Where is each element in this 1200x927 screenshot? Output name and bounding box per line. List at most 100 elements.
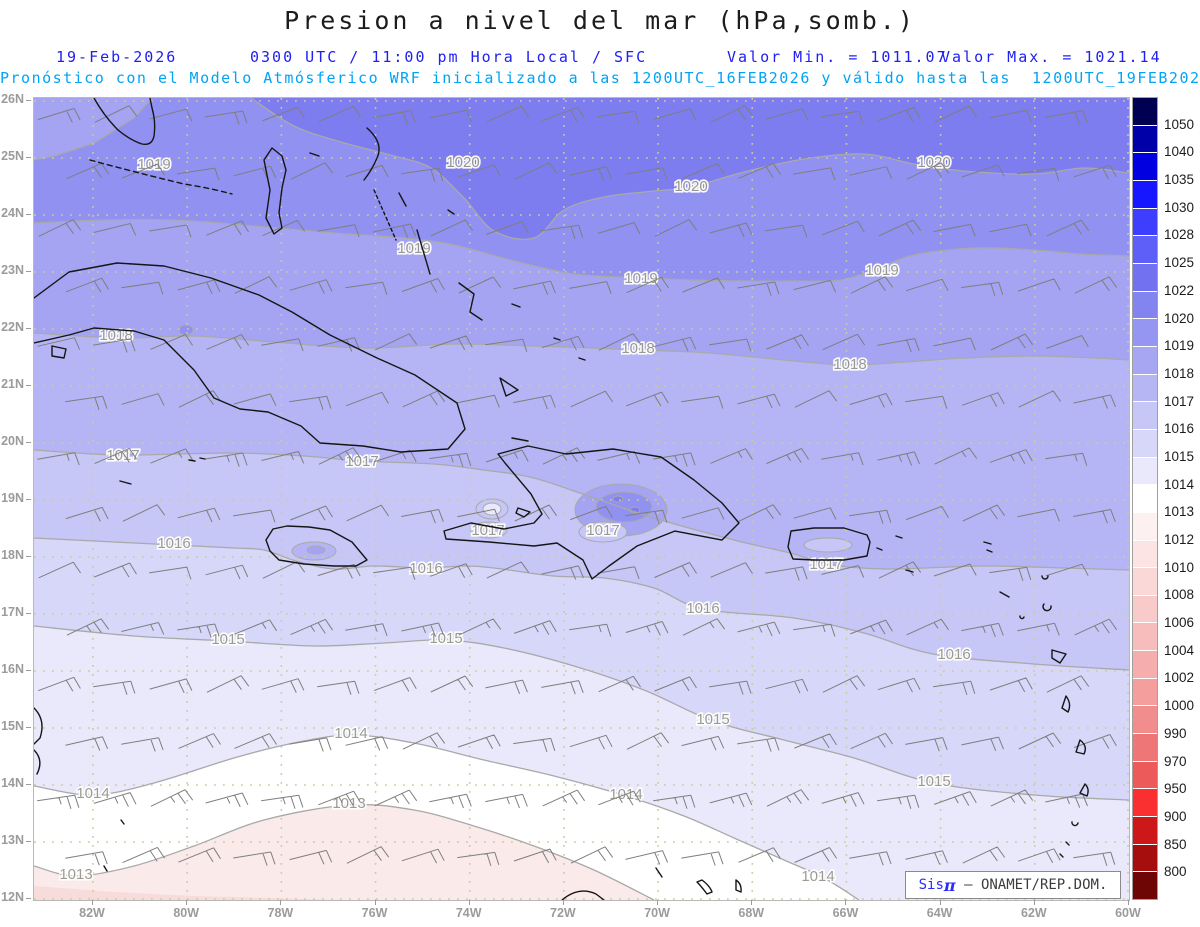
- pi-logo-glyph: π: [943, 875, 956, 895]
- lat-tick: [26, 385, 31, 386]
- coast-puerto-rico: [787, 527, 871, 561]
- map-canvas: 1013 1013 1014 1014 1014 1014 1015 1015 1015 1015…: [33, 97, 1130, 901]
- lon-tick: [92, 900, 93, 905]
- coast-bahamas: [263, 127, 586, 397]
- colorbar-label: 1030: [1164, 199, 1195, 215]
- colorbar-block: [1133, 651, 1157, 679]
- colorbar-block: [1133, 485, 1157, 513]
- coast-virgin-islands: [876, 535, 914, 573]
- colorbar-label: 950: [1164, 781, 1187, 797]
- lat-tick: [26, 271, 31, 272]
- colorbar-block: [1133, 817, 1157, 845]
- contour-label-1013: 1013: [59, 866, 92, 883]
- contour-label-1020: 1020: [917, 154, 950, 171]
- valid-date: 19-Feb-2026: [56, 48, 178, 66]
- colorbar-label: 1035: [1164, 172, 1195, 188]
- lon-tick: [374, 900, 376, 905]
- lat-axis-label: 24N: [1, 206, 24, 220]
- contour-label-1017: 1017: [586, 522, 619, 539]
- colorbar-block: [1133, 457, 1157, 486]
- contour-label-1016: 1016: [409, 560, 442, 577]
- lat-axis-label: 25N: [1, 149, 24, 163]
- colorbar-block: [1133, 319, 1157, 347]
- credit-box: Sis π – ONAMET/REP.DOM.: [905, 871, 1121, 899]
- lat-tick: [26, 613, 31, 614]
- pressure-colorbar: [1132, 97, 1158, 900]
- contour-label-1020: 1020: [446, 154, 479, 171]
- colorbar-block: [1133, 872, 1157, 900]
- lon-axis-label: 78W: [267, 906, 294, 920]
- colorbar-block: [1133, 540, 1157, 569]
- colorbar-label: 850: [1164, 836, 1187, 852]
- lon-tick: [657, 900, 659, 905]
- contour-label-1014: 1014: [334, 725, 367, 742]
- contour-label-1015: 1015: [696, 711, 729, 728]
- lat-tick: [26, 556, 31, 557]
- colorbar-label: 1014: [1164, 476, 1195, 492]
- lat-tick: [26, 898, 31, 899]
- colorbar-label: 1020: [1164, 310, 1195, 326]
- lon-tick: [845, 900, 847, 905]
- coast-cuba: [33, 262, 466, 453]
- lat-tick: [26, 442, 31, 443]
- colorbar-block: [1133, 180, 1157, 209]
- lat-axis-label: 15N: [1, 719, 24, 733]
- lat-tick: [26, 499, 31, 500]
- colorbar-block: [1133, 623, 1157, 652]
- contour-label-1015: 1015: [429, 630, 462, 647]
- lat-tick: [26, 841, 31, 842]
- contour-label-1019: 1019: [397, 240, 430, 257]
- colorbar-label: 990: [1164, 725, 1187, 741]
- lat-axis-label: 14N: [1, 776, 24, 790]
- contour-label-1014: 1014: [801, 868, 834, 885]
- lon-tick: [280, 900, 282, 905]
- colorbar-block: [1133, 844, 1157, 873]
- sispi-brand: Sis: [918, 877, 944, 893]
- contour-label-1016: 1016: [686, 600, 719, 617]
- contour-label-1018: 1018: [833, 356, 866, 373]
- lon-tick: [562, 900, 564, 905]
- colorbar-label: 1013: [1164, 504, 1195, 520]
- lon-axis-label: 74W: [455, 906, 482, 920]
- colorbar-label: 1017: [1164, 393, 1195, 409]
- lon-axis-label: 64W: [926, 906, 953, 920]
- lon-tick: [751, 900, 753, 905]
- contour-label-1016: 1016: [937, 646, 970, 663]
- lat-axis-label: 19N: [1, 491, 24, 505]
- coast-central-america: [33, 707, 125, 872]
- contour-label-1016: 1016: [157, 535, 190, 552]
- colorbar-block: [1133, 429, 1157, 458]
- colorbar-label: 1002: [1164, 670, 1195, 686]
- colorbar-label: 900: [1164, 808, 1187, 824]
- coast-hispaniola: [443, 445, 740, 580]
- colorbar-label: 1022: [1164, 282, 1195, 298]
- coastlines: [33, 97, 1089, 901]
- colorbar-label: 1019: [1164, 338, 1195, 354]
- value-max-label: Valor Max. = 1021.14: [941, 48, 1162, 66]
- credit-separator: –: [955, 877, 981, 893]
- contour-label-1019: 1019: [624, 270, 657, 287]
- coast-florida-keys: [89, 159, 233, 195]
- lat-tick: [26, 727, 31, 728]
- colorbar-label: 1008: [1164, 587, 1195, 603]
- forecast-model-line: Pronóstico con el Modelo Atmósferico WRF…: [0, 69, 1200, 87]
- lon-axis-label: 68W: [738, 906, 765, 920]
- lat-tick: [26, 157, 31, 158]
- lat-tick: [26, 328, 31, 329]
- colorbar-block: [1133, 125, 1157, 154]
- contour-label-1014: 1014: [76, 785, 109, 802]
- colorbar-block: [1133, 153, 1157, 181]
- lon-axis-label: 72W: [550, 906, 576, 920]
- colorbar-block: [1133, 263, 1157, 292]
- lon-tick: [1033, 900, 1035, 905]
- colorbar-label: 1040: [1164, 144, 1195, 160]
- colorbar-block: [1133, 568, 1157, 596]
- coast-florida: [93, 97, 156, 146]
- colorbar-label: 800: [1164, 864, 1187, 880]
- contour-label-1020: 1020: [674, 178, 707, 195]
- lon-tick: [186, 900, 188, 905]
- colorbar-label: 1018: [1164, 365, 1195, 381]
- lat-axis-label: 20N: [1, 434, 24, 448]
